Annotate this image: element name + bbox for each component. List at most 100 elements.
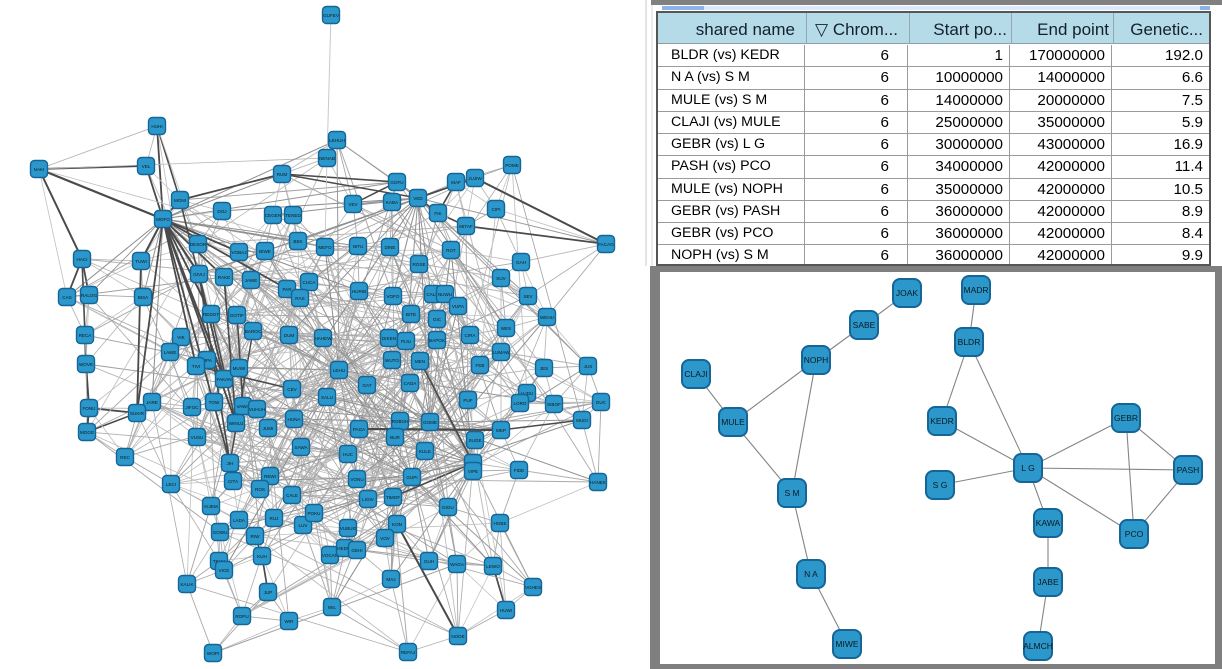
svg-text:WIR: WIR: [285, 619, 295, 624]
svg-text:FONU: FONU: [82, 406, 95, 411]
svg-text:FAKAN: FAKAN: [216, 377, 231, 382]
svg-text:VEL: VEL: [142, 164, 151, 169]
svg-text:TOW: TOW: [209, 400, 220, 405]
svg-text:TIMOF: TIMOF: [386, 495, 400, 500]
svg-text:BAROC: BAROC: [245, 329, 262, 334]
svg-text:REFAJ: REFAJ: [401, 650, 415, 655]
svg-text:REWI: REWI: [264, 474, 276, 479]
svg-text:TIVI: TIVI: [192, 364, 200, 369]
svg-text:MULE: MULE: [721, 417, 745, 427]
svg-text:LUDU: LUDU: [521, 391, 534, 396]
svg-text:HUC: HUC: [343, 452, 354, 457]
svg-text:DOJ: DOJ: [217, 209, 226, 214]
svg-text:CALE: CALE: [286, 493, 298, 498]
svg-text:FACAG: FACAG: [598, 242, 614, 247]
svg-text:GIC: GIC: [433, 317, 442, 322]
svg-text:LEWO: LEWO: [486, 564, 500, 569]
svg-text:MEP: MEP: [496, 428, 506, 433]
svg-text:PUF: PUF: [463, 398, 472, 403]
svg-text:VOV: VOV: [380, 536, 391, 541]
svg-text:HUHI: HUHI: [151, 124, 162, 129]
svg-text:LUV: LUV: [299, 523, 309, 528]
svg-text:SABE: SABE: [853, 320, 876, 330]
svg-text:BEK: BEK: [293, 239, 303, 244]
svg-text:VUBUG: VUBUG: [340, 526, 357, 531]
svg-text:KAWA: KAWA: [1036, 518, 1061, 528]
svg-text:VAWA: VAWA: [237, 404, 251, 409]
svg-text:LAWE: LAWE: [164, 350, 177, 355]
svg-text:BLDR: BLDR: [958, 337, 981, 347]
svg-text:RUM: RUM: [277, 172, 288, 177]
svg-text:GOWU: GOWU: [213, 530, 228, 535]
svg-text:MADR: MADR: [963, 285, 988, 295]
svg-text:JAWE: JAWE: [245, 278, 258, 283]
svg-text:HOBE: HOBE: [493, 521, 506, 526]
svg-text:GUH: GUH: [424, 559, 434, 564]
svg-text:REDOT: REDOT: [203, 312, 219, 317]
svg-text:NITU: NITU: [353, 244, 364, 249]
svg-text:WAGA: WAGA: [450, 562, 465, 567]
svg-text:JUJIW: JUJIW: [468, 176, 482, 181]
svg-text:MAF: MAF: [451, 180, 461, 185]
svg-text:CADA: CADA: [404, 381, 418, 386]
svg-text:DIGU: DIGU: [442, 505, 453, 510]
svg-text:PCO: PCO: [1125, 529, 1144, 539]
svg-text:SUV: SUV: [496, 276, 506, 281]
svg-text:GOFU: GOFU: [390, 180, 403, 185]
svg-text:VUPA: VUPA: [452, 304, 465, 309]
svg-text:RAS: RAS: [295, 296, 304, 301]
svg-text:NOPH: NOPH: [804, 355, 829, 365]
svg-text:GUFEV: GUFEV: [323, 13, 340, 18]
svg-text:WIL: WIL: [328, 605, 337, 610]
svg-text:SEV: SEV: [523, 294, 533, 299]
svg-text:WUTO: WUTO: [385, 358, 399, 363]
svg-text:MITAF: MITAF: [459, 224, 473, 229]
svg-text:JARE: JARE: [146, 400, 158, 405]
svg-text:GAT: GAT: [362, 383, 371, 388]
svg-text:GAH: GAH: [516, 260, 526, 265]
svg-text:NODE: NODE: [451, 634, 464, 639]
svg-text:TUWI: TUWI: [135, 259, 147, 264]
svg-text:MAJ: MAJ: [386, 577, 395, 582]
svg-text:GUPI: GUPI: [406, 475, 417, 480]
svg-text:VOBAJ: VOBAJ: [231, 250, 246, 255]
svg-text:KIJEM: KIJEM: [204, 504, 218, 509]
svg-text:MEFO: MEFO: [318, 245, 332, 250]
svg-text:VOHES: VOHES: [525, 585, 541, 590]
svg-text:LADA: LADA: [233, 518, 246, 523]
svg-text:LEHUH: LEHUH: [329, 138, 345, 143]
svg-text:TIPA: TIPA: [202, 358, 213, 363]
svg-text:SAWA: SAWA: [294, 445, 308, 450]
svg-text:MIWE: MIWE: [835, 639, 858, 649]
svg-text:DESOR: DESOR: [190, 242, 207, 247]
svg-text:VEV: VEV: [348, 202, 358, 207]
svg-text:GOME: GOME: [423, 420, 437, 425]
svg-text:CIPI: CIPI: [492, 207, 501, 212]
svg-text:CAS: CAS: [62, 295, 71, 300]
svg-text:HAHEW: HAHEW: [314, 336, 332, 341]
svg-text:HURIB: HURIB: [352, 289, 366, 294]
svg-text:SALU: SALU: [321, 395, 333, 400]
svg-text:MOFO: MOFO: [156, 217, 170, 222]
svg-text:NUWU: NUWU: [438, 292, 452, 297]
svg-text:SUKIR: SUKIR: [130, 411, 145, 416]
svg-text:CLAJI: CLAJI: [684, 369, 707, 379]
svg-text:REC: REC: [120, 455, 130, 460]
svg-text:JUS: JUS: [584, 364, 593, 369]
svg-text:RUJ: RUJ: [270, 516, 279, 521]
svg-text:JES: JES: [540, 366, 548, 371]
svg-text:JIFOC: JIFOC: [185, 405, 199, 410]
svg-text:POME: POME: [505, 163, 519, 168]
svg-text:ROS: ROS: [255, 487, 265, 492]
svg-text:LORO: LORO: [513, 401, 526, 406]
svg-text:PAR: PAR: [282, 287, 292, 292]
svg-text:DUM: DUM: [284, 333, 295, 338]
svg-text:RALOG: RALOG: [81, 293, 98, 298]
svg-text:BITE: BITE: [406, 312, 416, 317]
svg-text:BUR: BUR: [390, 435, 400, 440]
svg-text:HANEK: HANEK: [590, 480, 607, 485]
svg-text:VUHUH: VUHUH: [249, 407, 265, 412]
svg-text:RECA: RECA: [79, 333, 93, 338]
svg-text:FIDE: FIDE: [514, 468, 524, 473]
svg-text:DUC: DUC: [596, 400, 607, 405]
